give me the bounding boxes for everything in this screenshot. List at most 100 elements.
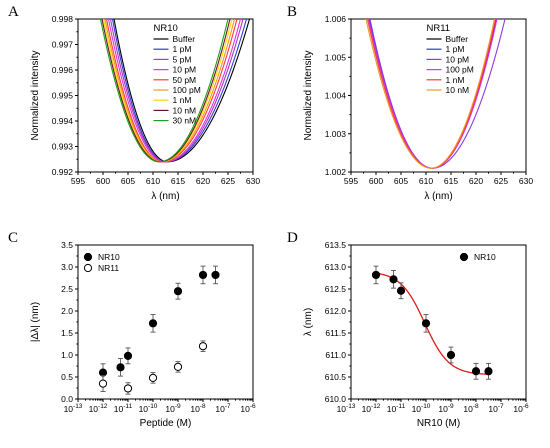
filled-data-point [116, 363, 125, 372]
open-data-point [198, 342, 208, 351]
legend-marker [83, 252, 93, 262]
panel-b: B 595 600 605 610 615 620 625 630 1.002 1.003 1.004… [287, 4, 533, 202]
y-tick-label: 0.994 [52, 116, 74, 126]
x-tick-label: 10-9 [165, 403, 181, 414]
legend-label: 100 pM [173, 85, 201, 95]
y-tick-label: 1.5 [61, 328, 73, 338]
x-tick-label: 610 [419, 176, 433, 186]
filled-data-point [148, 319, 158, 328]
legend-label: 50 pM [173, 75, 197, 85]
filled-data-point [98, 368, 108, 377]
y-tick-label: 0.996 [52, 65, 74, 75]
x-tick-label: 10-8 [190, 403, 206, 414]
open-data-point [148, 373, 158, 382]
panel-letter: C [8, 230, 18, 246]
x-tick-label: 10-6 [513, 403, 529, 414]
legend-label: 10 nM [173, 105, 197, 115]
filled-data-point [396, 286, 406, 295]
y-tick-label: 612.5 [325, 284, 347, 294]
x-tick-label: 620 [469, 176, 483, 186]
open-data-point [123, 384, 133, 393]
y-tick-label: 610.0 [325, 394, 347, 404]
x-tick-label: 10-11 [387, 403, 406, 414]
filled-data-point [371, 270, 381, 280]
legend-label: 1 pM [173, 44, 192, 54]
legend-label: 5 pM [173, 54, 192, 64]
plot-area [365, 19, 506, 169]
legend-marker [459, 252, 469, 262]
x-tick-label: 10-12 [362, 403, 381, 414]
panel-c: C 10-13 10-12 10-11 10-10 10-9 10-8 10-7 10-6 0.0… [8, 230, 256, 429]
x-tick-label: 10-13 [337, 403, 356, 414]
plot-area [371, 265, 493, 380]
y-tick-label: 610.5 [325, 372, 347, 382]
y-tick-label: 0.998 [52, 14, 74, 24]
legend-label: 100 pM [446, 65, 474, 75]
legend-label: 1 pM [446, 44, 465, 54]
y-tick-label: 3.0 [61, 262, 73, 272]
x-tick-label: 630 [519, 176, 533, 186]
plot-frame [77, 18, 254, 173]
x-tick-label: 10-8 [463, 403, 479, 414]
y-tick-label: 613.0 [325, 262, 347, 272]
legend-label: 1 nM [173, 95, 192, 105]
x-tick-label: 10-10 [139, 403, 158, 414]
y-tick-label: 611.0 [325, 350, 346, 360]
y-axis-label: λ (nm) [303, 308, 314, 336]
y-tick-label: 2.5 [61, 284, 73, 294]
y-tick-label: 1.002 [325, 167, 347, 177]
x-tick-label: 10-9 [438, 403, 454, 414]
y-tick-label: 0.993 [52, 142, 74, 152]
filled-data-point [484, 367, 493, 376]
x-tick-label: 615 [444, 176, 458, 186]
legend-label: Buffer [173, 34, 196, 44]
y-tick-label: 613.5 [325, 240, 347, 250]
x-tick-label: 595 [71, 176, 85, 186]
y-tick-label: 1.006 [325, 14, 347, 24]
x-axis-label: NR10 (M) [417, 418, 460, 429]
filled-data-point [198, 270, 208, 280]
x-axis-label: λ (nm) [424, 191, 452, 202]
y-tick-label: 0.995 [52, 91, 74, 101]
filled-data-point [389, 275, 398, 284]
y-tick-label: 0.992 [52, 167, 74, 177]
open-data-point [98, 379, 108, 388]
y-tick-label: 1.0 [61, 350, 73, 360]
plot-area [98, 265, 220, 395]
y-tick-label: 612.0 [325, 306, 347, 316]
x-tick-label: 605 [394, 176, 408, 186]
legend-label: 1 nM [446, 75, 465, 85]
filled-data-point [173, 287, 183, 296]
x-tick-label: 600 [96, 176, 110, 186]
legend-label: 10 pM [446, 54, 470, 64]
y-tick-label: 1.003 [325, 129, 347, 139]
spectrum-line-9 [99, 19, 229, 163]
filled-data-point [211, 270, 220, 280]
legend-marker [83, 263, 93, 273]
filled-data-point [123, 351, 133, 360]
y-tick-label: 3.5 [61, 240, 73, 250]
y-tick-label: 611.5 [325, 328, 346, 338]
x-tick-label: 630 [246, 176, 260, 186]
x-tick-label: 615 [171, 176, 185, 186]
legend-label: NR11 [98, 263, 119, 273]
legend-label: Buffer [446, 34, 469, 44]
filled-data-point [471, 367, 481, 376]
x-tick-label: 605 [121, 176, 135, 186]
filled-data-point [446, 350, 456, 360]
x-tick-label: 10-13 [64, 403, 83, 414]
y-axis-label: Normalized intensity [30, 50, 41, 140]
y-axis-label: |Δλ| (nm) [30, 302, 41, 342]
panel-d: D 10-13 10-12 10-11 10-10 10-9 10-8 10-7 10-6 610… [287, 230, 529, 429]
filled-data-point [421, 319, 431, 328]
x-axis-label: Peptide (M) [140, 418, 192, 429]
open-data-point [173, 362, 183, 371]
x-axis-label: λ (nm) [151, 191, 179, 202]
legend-label: 10 pM [173, 65, 197, 75]
legend-label: 10 nM [446, 85, 470, 95]
y-axis-label: Normalized intensity [303, 50, 314, 140]
y-tick-label: 0.0 [61, 394, 73, 404]
legend-title: NR11 [427, 23, 451, 34]
